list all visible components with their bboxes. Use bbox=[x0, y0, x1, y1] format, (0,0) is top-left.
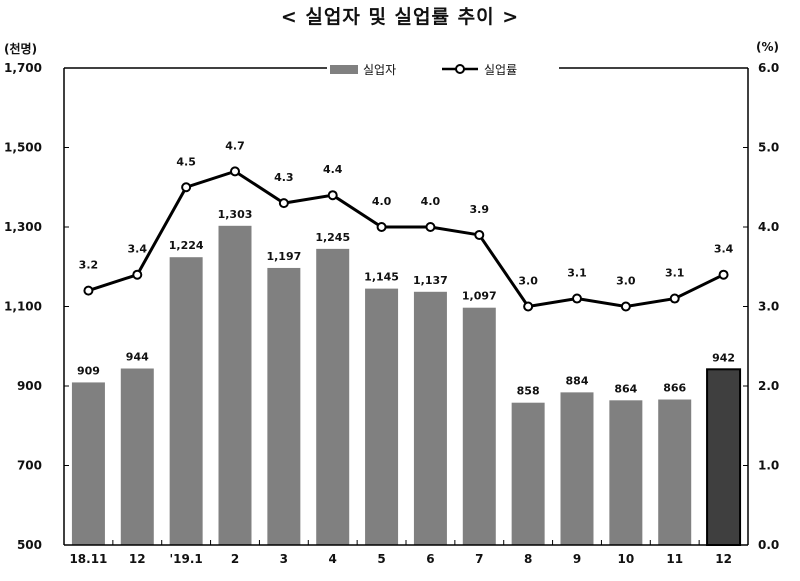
point-unemployment-rate bbox=[230, 166, 240, 177]
x-axis-tick-label: 9 bbox=[573, 552, 581, 566]
x-axis-tick-label: 11 bbox=[666, 552, 683, 566]
point-value-label: 3.1 bbox=[665, 267, 685, 280]
bar-value-label: 1,303 bbox=[218, 208, 253, 221]
legend-marker-unemployment-rate bbox=[455, 64, 465, 74]
x-axis-tick-label: 2 bbox=[231, 552, 239, 566]
legend-swatch-unemployed bbox=[330, 65, 358, 74]
point-unemployment-rate bbox=[376, 222, 387, 232]
legend-label-unemployed: 실업자 bbox=[363, 63, 396, 77]
right-axis-unit: (%) bbox=[756, 40, 779, 54]
point-unemployment-rate bbox=[474, 229, 485, 240]
point-value-label: 4.7 bbox=[225, 139, 245, 152]
x-axis-tick-label: 10 bbox=[618, 552, 635, 566]
point-unemployment-rate bbox=[572, 293, 582, 304]
point-value-label: 4.0 bbox=[372, 195, 392, 208]
x-axis-tick-label: 7 bbox=[475, 552, 483, 566]
x-axis-tick-label: '19.1 bbox=[170, 552, 203, 566]
bar-value-label: 1,224 bbox=[169, 239, 204, 252]
bar-unemployed bbox=[365, 288, 399, 545]
point-value-label: 3.0 bbox=[518, 275, 538, 288]
bar-value-label: 858 bbox=[517, 385, 540, 398]
bar-value-label: 1,197 bbox=[266, 250, 301, 263]
left-axis-tick-label: 1,500 bbox=[4, 141, 42, 155]
x-axis-tick-label: 12 bbox=[129, 552, 146, 566]
bar-unemployed bbox=[462, 307, 496, 545]
x-axis-tick-label: 6 bbox=[426, 552, 434, 566]
x-axis-tick-label: 3 bbox=[280, 552, 288, 566]
left-axis-tick-label: 700 bbox=[17, 459, 42, 473]
bar-value-label: 1,097 bbox=[462, 290, 497, 303]
bar-unemployed bbox=[120, 368, 154, 545]
bar-unemployed bbox=[609, 400, 643, 545]
point-value-label: 4.0 bbox=[421, 195, 441, 208]
x-axis-tick-label: 8 bbox=[524, 552, 532, 566]
bar-value-label: 909 bbox=[77, 364, 100, 377]
left-axis-tick-label: 1,700 bbox=[4, 61, 42, 75]
bar-unemployed bbox=[316, 248, 350, 546]
point-value-label: 3.4 bbox=[714, 243, 734, 256]
point-value-label: 4.4 bbox=[323, 163, 343, 176]
right-axis-tick-label: 0.0 bbox=[758, 538, 779, 552]
bar-unemployed bbox=[413, 291, 447, 545]
legend: 실업자 실업률 bbox=[327, 63, 559, 78]
bar-value-label: 1,245 bbox=[315, 231, 350, 244]
bar-unemployed bbox=[560, 392, 594, 545]
bar-value-label: 942 bbox=[712, 351, 735, 364]
bar-value-label: 944 bbox=[126, 351, 149, 364]
line-unemployment-rate bbox=[87, 169, 725, 309]
point-value-label: 3.1 bbox=[567, 267, 587, 280]
left-axis-unit: (천명) bbox=[4, 42, 38, 56]
right-axis-tick-label: 1.0 bbox=[758, 459, 779, 473]
bar-unemployed bbox=[267, 267, 301, 545]
bar-value-label: 1,137 bbox=[413, 274, 448, 287]
chart-title: < 실업자 및 실업률 추이 > bbox=[280, 6, 520, 28]
right-axis-tick-label: 6.0 bbox=[758, 61, 779, 75]
bar-value-label: 864 bbox=[614, 382, 637, 395]
legend-label-unemployment-rate: 실업률 bbox=[484, 63, 517, 77]
x-axis-tick-label: 18.11 bbox=[69, 552, 107, 566]
x-axis-tick-label: 4 bbox=[329, 552, 337, 566]
bar-value-label: 1,145 bbox=[364, 271, 399, 284]
right-axis-tick-label: 3.0 bbox=[758, 300, 779, 314]
point-unemployment-rate bbox=[278, 198, 289, 209]
right-axis-tick-label: 4.0 bbox=[758, 220, 779, 234]
point-value-label: 4.5 bbox=[176, 155, 196, 168]
point-unemployment-rate bbox=[620, 301, 631, 312]
point-value-label: 3.4 bbox=[128, 243, 148, 256]
bar-unemployed bbox=[658, 399, 692, 545]
bar-unemployed bbox=[706, 368, 742, 546]
bar-unemployed bbox=[71, 382, 105, 545]
bar-unemployed bbox=[169, 257, 203, 545]
point-unemployment-rate bbox=[181, 182, 192, 193]
point-unemployment-rate bbox=[425, 222, 436, 232]
point-unemployment-rate bbox=[83, 285, 94, 296]
left-axis-tick-label: 1,300 bbox=[4, 220, 42, 234]
point-value-label: 3.9 bbox=[470, 203, 490, 216]
point-unemployment-rate bbox=[718, 269, 729, 280]
left-axis-tick-label: 1,100 bbox=[4, 300, 42, 314]
bar-value-label: 866 bbox=[663, 382, 686, 395]
x-axis-tick-label: 12 bbox=[715, 552, 732, 566]
point-unemployment-rate bbox=[132, 269, 143, 280]
left-axis-tick-label: 900 bbox=[17, 379, 42, 393]
point-value-label: 3.2 bbox=[79, 259, 99, 272]
point-unemployment-rate bbox=[523, 301, 534, 312]
point-value-label: 3.0 bbox=[616, 275, 636, 288]
point-value-label: 4.3 bbox=[274, 171, 294, 184]
right-axis-tick-label: 5.0 bbox=[758, 141, 779, 155]
left-axis-tick-label: 500 bbox=[17, 538, 42, 552]
x-axis-tick-label: 5 bbox=[377, 552, 385, 566]
point-unemployment-rate bbox=[327, 190, 338, 201]
bar-unemployed bbox=[218, 225, 252, 545]
bar-unemployed bbox=[511, 402, 545, 545]
right-axis-tick-label: 2.0 bbox=[758, 379, 779, 393]
point-unemployment-rate bbox=[669, 293, 680, 304]
bar-value-label: 884 bbox=[566, 374, 589, 387]
